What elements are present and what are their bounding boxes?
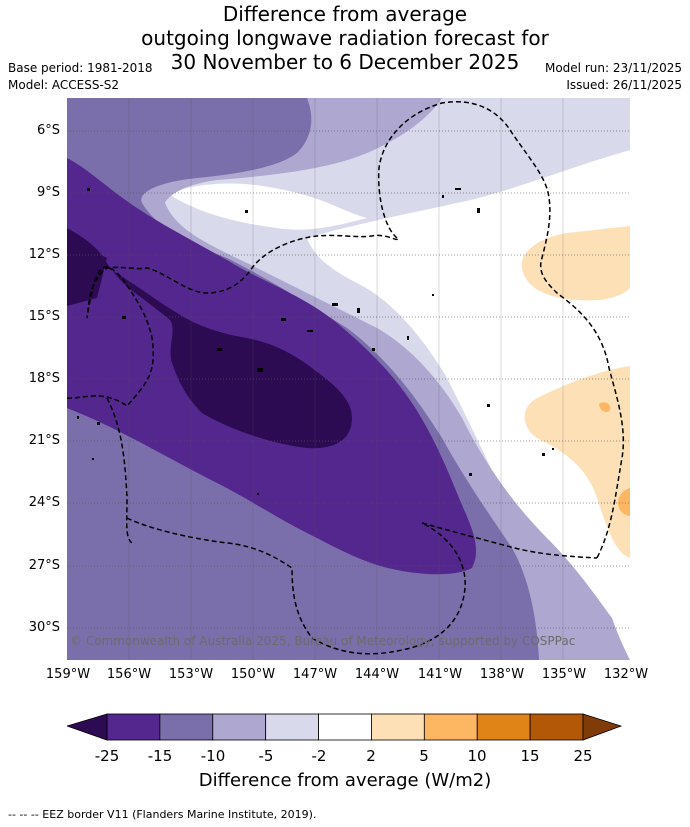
lon-label-147w: 147°W [292, 667, 338, 682]
map-canvas [67, 98, 630, 660]
eez-pitcairn-west [126, 517, 466, 655]
meta-left: Base period: 1981-2018 Model: ACCESS-S2 [8, 60, 153, 94]
colorbar-bin-4 [318, 713, 372, 741]
islands [77, 188, 554, 495]
anomaly-region-positive-5-east [618, 488, 630, 516]
lat-label-24s: 24°S [28, 495, 60, 510]
lat-label-9s: 9°S [36, 185, 60, 200]
eez-french-polynesia [377, 101, 625, 559]
eez-cook-south [106, 397, 133, 544]
graticule [67, 130, 630, 629]
eez-borders [67, 101, 625, 655]
colorbar-tick-minus15: -15 [147, 747, 173, 765]
colorbar-tick-minus25: -25 [94, 747, 120, 765]
colorbar-tick-minus2: -2 [311, 747, 327, 765]
anomaly-region-neutral-north [167, 183, 367, 230]
title-line-1: Difference from average [222, 2, 468, 26]
lat-label-6s: 6°S [36, 123, 60, 138]
copyright-notice: © Commonwealth of Australia 2025, Bureau… [70, 634, 576, 648]
colorbar-bin-0 [106, 713, 161, 741]
model-run: Model run: 23/11/2025 [544, 61, 682, 75]
lon-label-159w: 159°W [45, 667, 91, 682]
eez-legend: -- -- -- EEZ border V11 (Flanders Marine… [8, 808, 317, 821]
olr-anomaly-map [67, 98, 630, 660]
colorbar-tick-25: 25 [573, 747, 593, 765]
lat-label-21s: 21°S [28, 433, 60, 448]
lon-label-150w: 150°W [230, 667, 276, 682]
anomaly-region-positive-5-small [599, 402, 611, 412]
meridians [128, 98, 564, 660]
lon-label-153w: 153°W [168, 667, 214, 682]
lat-label-18s: 18°S [28, 371, 60, 386]
colorbar-tick-15: 15 [520, 747, 540, 765]
colorbar-below-arrow [67, 713, 108, 741]
model-name: Model: ACCESS-S2 [8, 78, 120, 92]
lon-label-156w: 156°W [106, 667, 152, 682]
colorbar-bin-2 [212, 713, 267, 741]
title-line-2: outgoing longwave radiation forecast for [141, 26, 549, 50]
anomaly-band-minus-25 [67, 228, 352, 449]
title-line-3: 30 November to 6 December 2025 [170, 50, 520, 74]
colorbar-bin-3 [265, 713, 319, 741]
lat-label-15s: 15°S [28, 309, 60, 324]
meta-right: Model run: 23/11/2025 Issued: 26/11/2025 [545, 60, 682, 94]
lon-label-138w: 138°W [479, 667, 525, 682]
colorbar-bin-6 [423, 713, 478, 741]
colorbar [67, 713, 623, 741]
lon-label-132w: 132°W [603, 667, 649, 682]
colorbar-title: Difference from average (W/m2) [198, 770, 492, 791]
eez-cook-islands [67, 234, 398, 408]
colorbar-tick-10: 10 [467, 747, 487, 765]
colorbar-tick-minus5: -5 [258, 747, 274, 765]
lon-label-135w: 135°W [541, 667, 587, 682]
lon-label-141w: 141°W [417, 667, 463, 682]
anomaly-region-positive-east-upper [521, 226, 630, 301]
colorbar-tick-5: 5 [419, 747, 429, 765]
colorbar-tick-minus10: -10 [200, 747, 226, 765]
lat-label-27s: 27°S [28, 558, 60, 573]
colorbar-bin-7 [476, 713, 531, 741]
base-period: Base period: 1981-2018 [8, 61, 153, 75]
colorbar-bin-1 [159, 713, 214, 741]
map-title: Difference from average outgoing longwav… [0, 2, 690, 74]
lon-label-144w: 144°W [354, 667, 400, 682]
colorbar-bin-5 [371, 713, 425, 741]
eez-pitcairn-east [421, 522, 598, 559]
colorbar-tick-2: 2 [366, 747, 376, 765]
anomaly-region-positive-east-lower [524, 366, 630, 558]
lat-label-30s: 30°S [28, 620, 60, 635]
issued-date: Issued: 26/11/2025 [566, 78, 682, 92]
lat-label-12s: 12°S [28, 247, 60, 262]
colorbar-bin-8 [529, 713, 584, 741]
colorbar-above-arrow [582, 713, 623, 741]
